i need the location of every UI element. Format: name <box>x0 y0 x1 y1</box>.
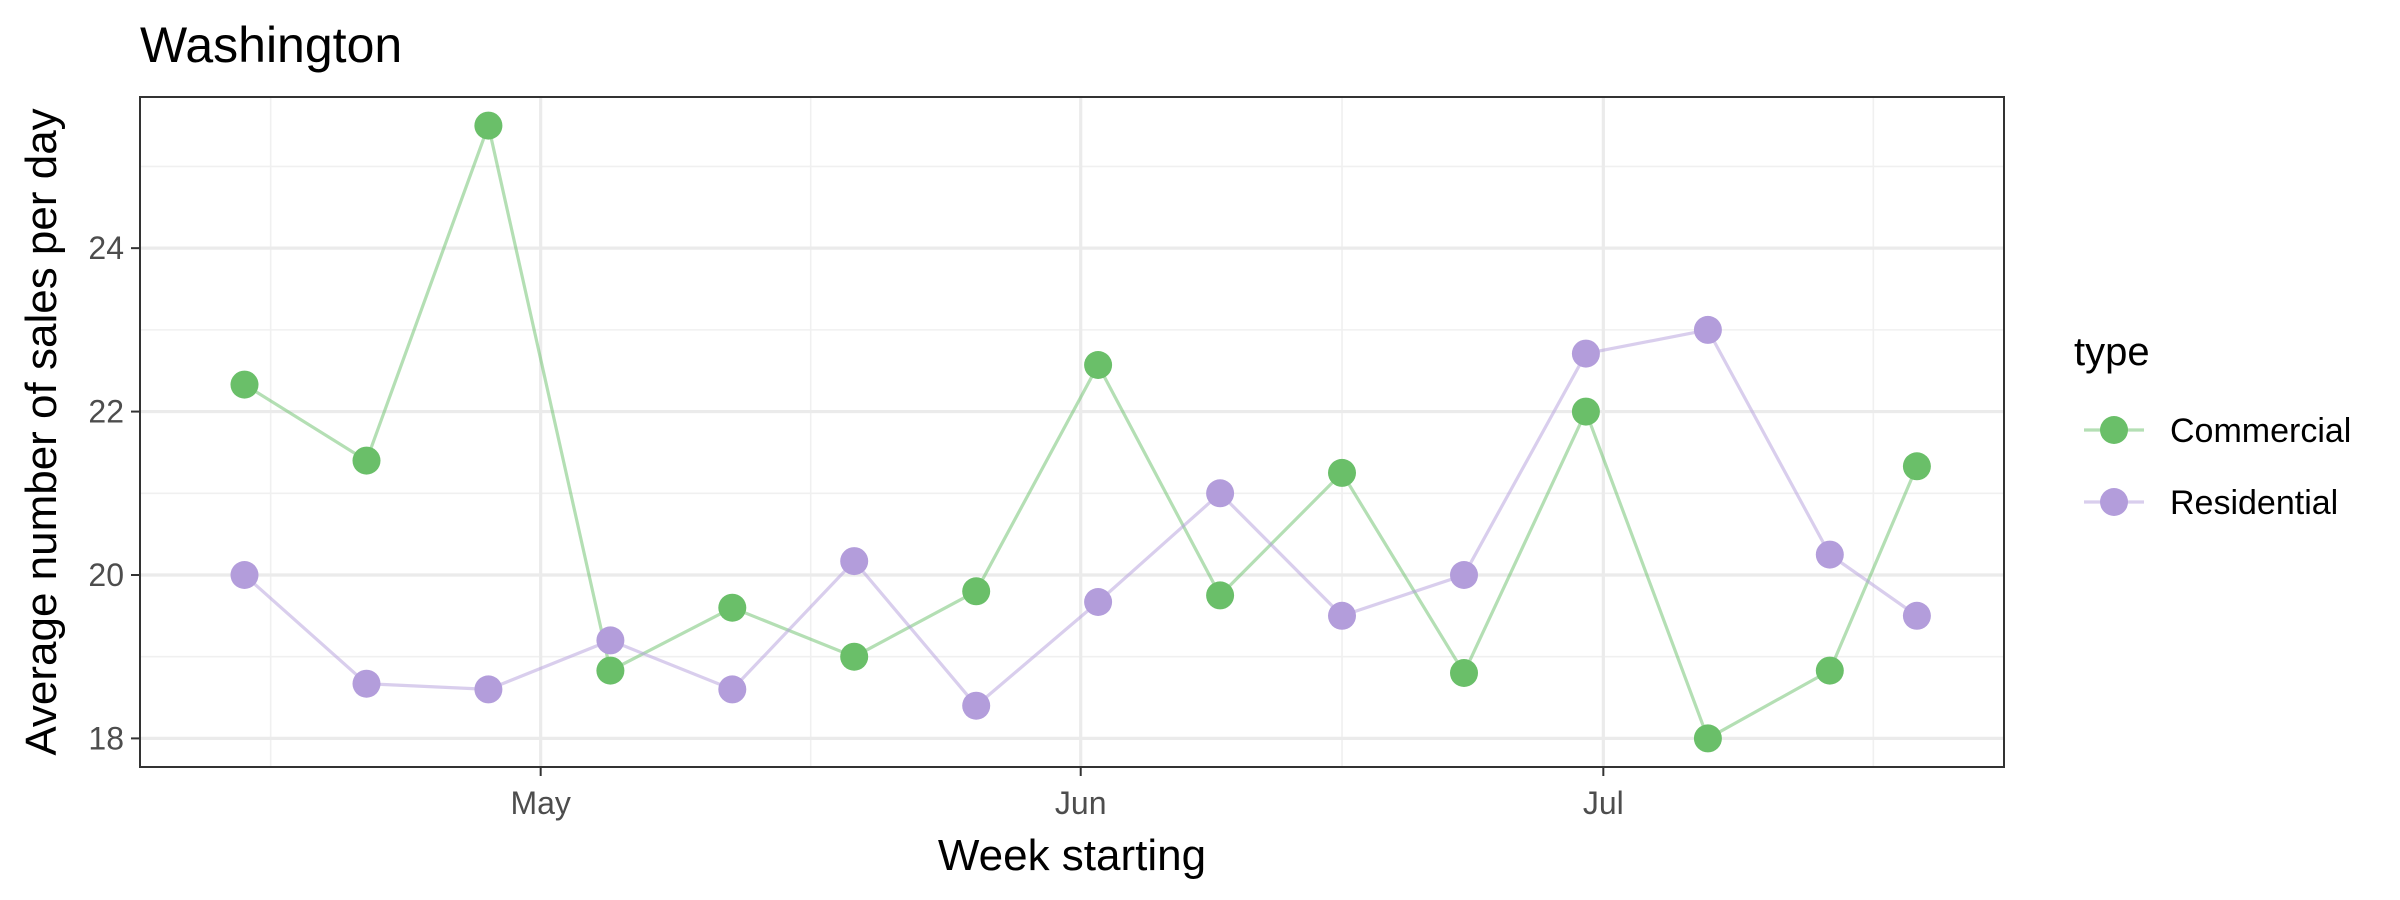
data-point-residential <box>1571 339 1600 368</box>
data-point-residential <box>840 547 869 576</box>
legend-title: type <box>2074 330 2150 374</box>
y-tick-label: 20 <box>88 557 124 593</box>
x-tick-label: Jun <box>1055 785 1107 821</box>
data-point-residential <box>1328 601 1356 630</box>
data-point-residential <box>230 561 259 589</box>
plot-panel <box>139 96 2005 768</box>
chart-title: Washington <box>140 17 402 73</box>
x-axis: May Jun Jul <box>510 767 1624 821</box>
legend-point-residential <box>2100 488 2128 516</box>
data-point-residential <box>596 626 625 655</box>
data-point-commercial <box>1815 656 1844 685</box>
y-tick-label: 18 <box>88 720 124 756</box>
data-point-commercial <box>1206 581 1235 610</box>
data-point-commercial <box>962 577 991 606</box>
y-axis: 18 20 22 24 <box>88 230 140 756</box>
plot-border <box>139 96 2005 768</box>
data-point-commercial <box>1693 724 1722 753</box>
plot-background <box>140 97 2004 767</box>
grid-minor <box>140 97 2004 767</box>
data-point-residential <box>1693 315 1722 344</box>
data-point-residential <box>1084 588 1113 616</box>
data-point-residential <box>962 691 991 720</box>
data-point-commercial <box>840 642 869 671</box>
data-point-commercial <box>1450 659 1478 687</box>
x-axis-title: Week starting <box>938 831 1206 880</box>
grid-major <box>140 97 2004 767</box>
series-layer <box>230 111 1931 753</box>
data-point-commercial <box>1571 397 1600 426</box>
legend-items: Commercial Residential <box>2084 412 2351 522</box>
y-axis-title: Average number of sales per day <box>17 108 66 755</box>
data-point-commercial <box>352 446 381 475</box>
data-point-residential <box>1902 601 1931 630</box>
y-tick-label: 22 <box>88 394 124 430</box>
data-point-residential <box>1450 561 1478 589</box>
data-point-commercial <box>230 370 259 399</box>
data-point-commercial <box>474 111 503 140</box>
legend-label-commercial: Commercial <box>2170 412 2351 450</box>
data-point-commercial <box>718 593 747 622</box>
data-point-commercial <box>1084 351 1113 379</box>
data-point-residential <box>1815 540 1844 569</box>
legend-label-residential: Residential <box>2170 484 2338 522</box>
data-point-residential <box>1206 479 1235 508</box>
legend: type Commercial Residential <box>2074 330 2351 522</box>
legend-point-commercial <box>2100 416 2128 444</box>
data-point-residential <box>718 675 747 704</box>
data-point-commercial <box>596 656 625 685</box>
x-tick-label: Jul <box>1583 785 1624 821</box>
data-point-residential <box>352 669 381 698</box>
data-point-commercial <box>1902 452 1931 481</box>
data-point-residential <box>474 675 503 704</box>
y-tick-label: 24 <box>88 230 124 266</box>
x-tick-label: May <box>510 785 570 821</box>
data-point-commercial <box>1328 458 1356 487</box>
